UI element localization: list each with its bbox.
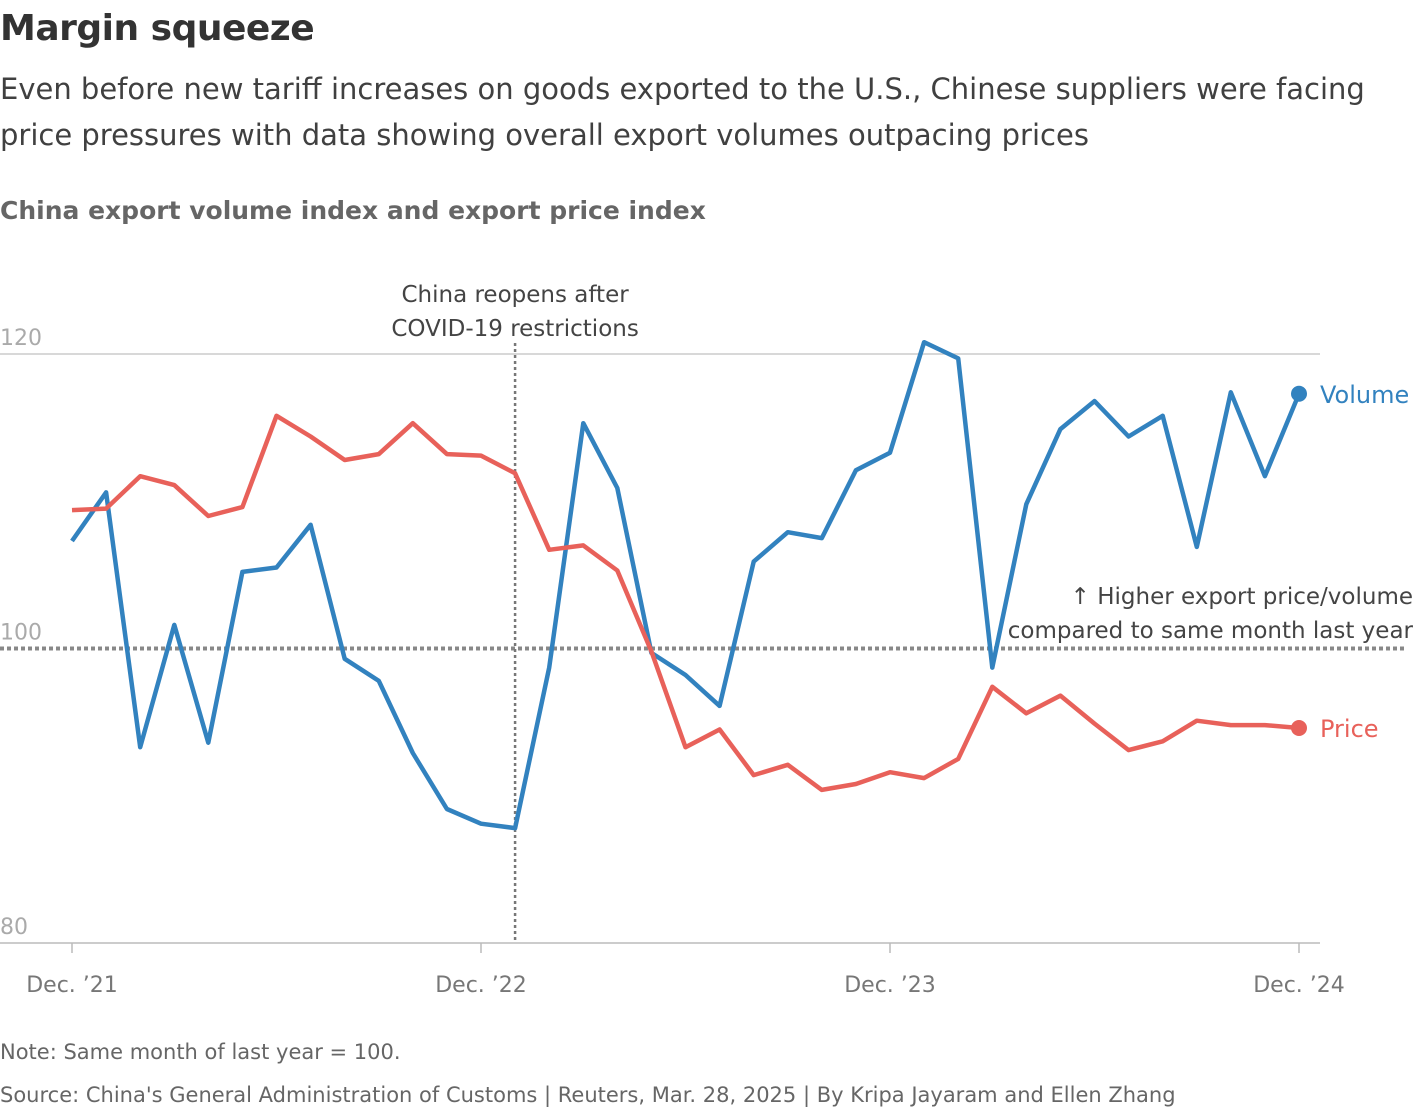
x-tick-label: Dec. ’24 [1253, 973, 1345, 998]
series-label: Price [1320, 715, 1379, 743]
annotation-reopen: COVID-19 restrictions [391, 316, 639, 342]
series-end-dot [1291, 385, 1307, 402]
x-tick-label: Dec. ’21 [26, 973, 118, 998]
y-tick-label: 100 [0, 621, 42, 646]
series-end-dot [1291, 720, 1307, 737]
series-label: Volume [1320, 381, 1409, 409]
annotation-higher: ↑ Higher export price/volume [1071, 584, 1413, 610]
x-tick-label: Dec. ’23 [844, 973, 936, 998]
chart-title: China export volume index and export pri… [0, 196, 706, 225]
annotation-reopen: China reopens after [401, 282, 629, 308]
annotation-higher: compared to same month last year [1008, 618, 1414, 644]
y-tick-label: 80 [0, 915, 28, 940]
series-line-volume [70, 339, 1302, 831]
series-line-price [71, 413, 1300, 793]
chart-note: Note: Same month of last year = 100. [0, 1040, 401, 1064]
subtitle: Even before new tariff increases on good… [0, 72, 1365, 152]
x-tick-label: Dec. ’22 [435, 973, 527, 998]
page-title: Margin squeeze [0, 8, 315, 49]
chart-source: Source: China's General Administration o… [0, 1083, 1176, 1107]
y-tick-label: 120 [0, 326, 42, 351]
